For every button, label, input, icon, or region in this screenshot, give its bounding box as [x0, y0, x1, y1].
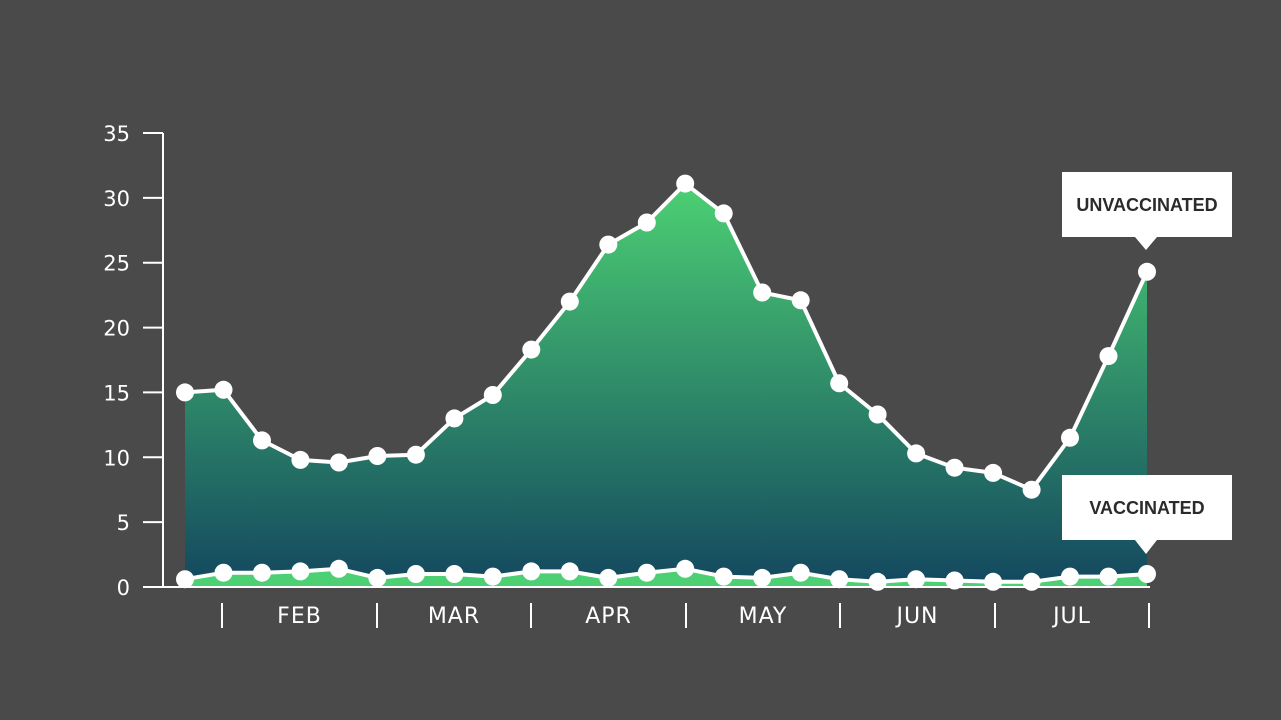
callout-vaccinated: VACCINATED	[1062, 475, 1232, 554]
vaccinated-point	[791, 563, 810, 582]
callout-vaccinated-box	[1062, 475, 1232, 554]
unvaccinated-point	[406, 445, 425, 464]
vaccinated-point	[753, 568, 772, 587]
unvaccinated-point	[1022, 480, 1041, 499]
unvaccinated-point	[214, 380, 233, 399]
month-label: MAY	[739, 604, 788, 629]
unvaccinated-point	[1138, 262, 1156, 281]
vaccinated-point	[445, 565, 464, 583]
y-tick-label: 5	[117, 511, 130, 535]
y-tick-label: 35	[103, 122, 130, 146]
points-layer	[176, 174, 1156, 591]
callout-unvaccinated-label: UNVACCINATED	[1076, 195, 1217, 215]
vaccinated-point	[291, 562, 310, 581]
vaccinated-point	[984, 572, 1003, 591]
unvaccinated-point	[676, 174, 695, 193]
y-tick-label: 20	[103, 317, 130, 341]
unvaccinated-point	[714, 204, 733, 223]
vaccinated-point	[368, 568, 387, 587]
y-tick-label: 30	[103, 187, 130, 211]
area-layer	[185, 183, 1147, 587]
callout-unvaccinated-box	[1062, 172, 1232, 250]
unvaccinated-point	[1099, 347, 1118, 366]
month-label: MAR	[428, 604, 480, 629]
vaccinated-point	[329, 559, 348, 578]
vaccinated-point	[830, 570, 849, 589]
unvaccinated-point	[253, 431, 271, 450]
unvaccinated-point	[907, 444, 926, 463]
unvaccinated-point	[984, 463, 1003, 482]
vaccinated-point	[1022, 572, 1041, 591]
unvaccinated-point	[1061, 428, 1079, 447]
unvaccinated-point	[868, 405, 887, 424]
callout-unvaccinated: UNVACCINATED	[1062, 172, 1232, 250]
vaccinated-point	[907, 570, 926, 589]
month-label: JUN	[894, 604, 938, 629]
unvaccinated-point	[291, 450, 310, 469]
vaccinated-area	[185, 568, 1147, 587]
vaccinated-point	[1138, 565, 1156, 583]
axes-layer: 0 5 10 15 20 25 30 35 FEB MAR APR MAY JUN JUL	[103, 122, 1150, 629]
y-tick-label: 0	[117, 576, 130, 600]
vaccinated-point	[714, 567, 733, 586]
unvaccinated-point	[176, 383, 194, 402]
unvaccinated-point	[560, 292, 579, 311]
unvaccinated-point	[791, 291, 810, 310]
vaccinated-point	[599, 568, 618, 587]
callout-vaccinated-label: VACCINATED	[1089, 498, 1204, 518]
vaccinated-point	[676, 559, 695, 578]
unvaccinated-point	[753, 283, 772, 302]
vaccinated-point	[406, 565, 425, 583]
vaccinated-point	[522, 562, 541, 581]
vaccinated-point	[560, 562, 579, 581]
unvaccinated-point	[483, 386, 502, 404]
y-tick-label: 25	[103, 252, 130, 276]
month-label: APR	[585, 604, 632, 629]
vaccinated-point	[1099, 567, 1118, 586]
vaccinated-point	[214, 563, 233, 582]
unvaccinated-point	[830, 374, 849, 393]
month-label: JUL	[1051, 604, 1091, 629]
unvaccinated-point	[368, 447, 387, 465]
month-label: FEB	[277, 604, 322, 629]
unvaccinated-point	[637, 213, 656, 232]
unvaccinated-point	[445, 409, 464, 428]
unvaccinated-area	[185, 183, 1147, 587]
callouts-layer: UNVACCINATED VACCINATED	[1062, 172, 1232, 554]
y-tick-label: 10	[103, 446, 130, 470]
vaccinated-point	[868, 572, 887, 591]
unvaccinated-point	[329, 453, 348, 472]
vaccinated-point	[176, 570, 194, 589]
vaccinated-point	[945, 571, 964, 590]
unvaccinated-point	[522, 340, 541, 359]
unvaccinated-point	[599, 235, 618, 254]
vaccinated-point	[1061, 567, 1079, 586]
unvaccinated-point	[945, 458, 964, 477]
vaccinated-point	[637, 563, 656, 582]
y-tick-label: 15	[103, 381, 130, 405]
vaccinated-point	[483, 567, 502, 586]
vaccinated-point	[253, 563, 271, 582]
